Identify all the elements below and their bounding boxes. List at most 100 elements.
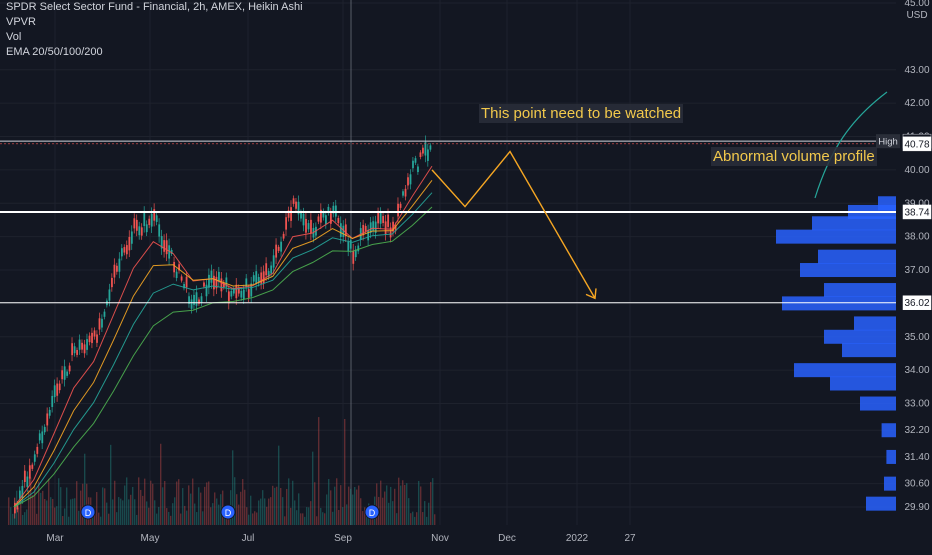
- volume-bar: [360, 498, 362, 525]
- volume-bar: [136, 514, 138, 525]
- volume-bar: [44, 498, 46, 525]
- candle-body: [113, 264, 116, 278]
- dividend-label: D: [369, 508, 376, 518]
- candle-body: [215, 276, 218, 289]
- candle-body: [352, 250, 355, 264]
- volume-bar: [208, 481, 210, 525]
- candle-body: [58, 383, 61, 391]
- candle-body: [93, 330, 96, 337]
- candle-body: [295, 201, 297, 209]
- volume-bar: [264, 498, 266, 525]
- volume-bar: [20, 494, 22, 525]
- volume-profile-bar: [818, 249, 896, 264]
- volume-bar: [344, 419, 346, 525]
- candle-body: [210, 270, 213, 283]
- candle-body: [247, 289, 250, 298]
- volume-bar: [138, 477, 140, 525]
- volume-bar: [364, 507, 366, 525]
- volume-bar: [342, 507, 344, 525]
- volume-bar: [146, 501, 148, 525]
- volume-profile-bar: [860, 396, 896, 411]
- volume-bar: [322, 512, 324, 525]
- volume-profile-bar: [782, 296, 896, 311]
- legend-vol[interactable]: Vol: [6, 31, 22, 43]
- annotation-watch-point[interactable]: This point need to be watched: [479, 104, 684, 123]
- volume-bar: [338, 509, 340, 525]
- volume-bar: [186, 510, 188, 525]
- volume-bar: [266, 506, 268, 525]
- candle-body: [183, 284, 185, 289]
- volume-bar: [256, 512, 258, 525]
- volume-bar: [24, 512, 26, 525]
- price-tick-label: 40.00: [904, 165, 929, 176]
- candle-body: [307, 223, 310, 230]
- candle-body: [285, 217, 288, 230]
- volume-bar: [390, 486, 392, 525]
- candle-body: [369, 222, 372, 233]
- volume-bar: [416, 512, 418, 525]
- candle-body: [193, 294, 195, 305]
- candle-body: [414, 158, 417, 163]
- candle-body: [26, 476, 29, 487]
- volume-bar: [280, 488, 282, 525]
- ema-line-0: [13, 165, 433, 508]
- candle-body: [103, 311, 106, 317]
- volume-bar: [412, 511, 414, 525]
- candle-body: [133, 218, 136, 229]
- volume-bar: [354, 486, 356, 525]
- volume-bar: [218, 504, 220, 525]
- ema-line-2: [13, 192, 433, 508]
- annotation-arrow: [814, 91, 888, 199]
- candle-body: [28, 465, 31, 479]
- price-tick-label: 29.90: [904, 502, 929, 513]
- candle-body: [265, 263, 268, 276]
- volume-bar: [68, 516, 70, 525]
- candle-body: [220, 278, 223, 292]
- time-tick-label: Dec: [498, 533, 516, 544]
- volume-bar: [308, 507, 310, 525]
- volume-bar: [320, 507, 322, 525]
- volume-bar: [238, 504, 240, 525]
- volume-bar: [432, 478, 434, 525]
- volume-bar: [178, 479, 180, 525]
- candle-body: [419, 152, 422, 158]
- volume-profile-bar: [794, 363, 896, 378]
- candle-body: [275, 244, 278, 258]
- candle-body: [130, 231, 133, 244]
- candle-body: [198, 299, 200, 304]
- candle-body: [257, 276, 260, 284]
- volume-bar: [134, 499, 136, 525]
- volume-bar: [272, 485, 274, 525]
- candle-body: [332, 205, 335, 214]
- volume-bar: [246, 507, 248, 525]
- legend-vpvr[interactable]: VPVR: [6, 16, 36, 28]
- candle-body: [143, 212, 146, 226]
- volume-bar: [254, 511, 256, 525]
- ema-line-1: [13, 179, 433, 508]
- volume-bar: [120, 498, 122, 525]
- volume-bar: [394, 488, 396, 525]
- volume-bar: [162, 487, 164, 525]
- volume-bar: [324, 513, 326, 525]
- annotation-volume-profile[interactable]: Abnormal volume profile: [711, 147, 877, 166]
- volume-bar: [426, 516, 428, 525]
- volume-bar: [42, 490, 44, 525]
- volume-bar: [240, 491, 242, 525]
- legend-ema[interactable]: EMA 20/50/100/200: [6, 46, 103, 58]
- candle-body: [292, 198, 295, 204]
- volume-bar: [96, 492, 98, 525]
- volume-bar: [202, 511, 204, 525]
- volume-bar: [36, 513, 38, 525]
- volume-bar: [270, 497, 272, 525]
- volume-bar: [350, 488, 352, 525]
- candle-body: [116, 265, 118, 272]
- volume-bar: [236, 494, 238, 525]
- candle-body: [23, 470, 26, 482]
- candle-body: [310, 219, 312, 234]
- volume-bar: [294, 500, 296, 525]
- dividend-marker: [80, 504, 96, 520]
- candle-body: [173, 261, 176, 273]
- candle-body: [195, 292, 198, 306]
